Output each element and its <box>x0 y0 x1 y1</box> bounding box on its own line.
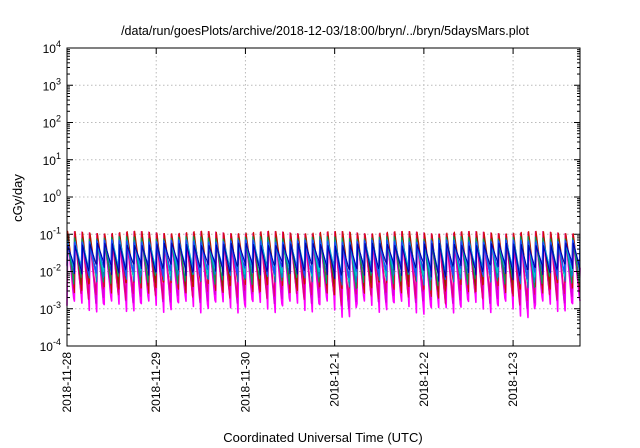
y-tick-label-exponent: -3 <box>53 300 61 310</box>
y-tick-label: 10-1 <box>40 225 61 242</box>
x-tick-labels: 2018-11-28 2018-11-29 2018-11-30 2018-12-1 2… <box>60 352 520 413</box>
y-tick-label-base: 10 <box>40 228 54 242</box>
y-tick-label-exponent: -4 <box>53 337 61 347</box>
y-tick-label-exponent: -1 <box>53 225 61 235</box>
y-tick-label-exponent: 4 <box>56 39 61 49</box>
y-tick-label: 101 <box>43 151 61 168</box>
x-axis-label: Coordinated Universal Time (UTC) <box>223 430 422 445</box>
x-tick-label: 2018-12-2 <box>417 352 431 407</box>
x-tick-label: 2018-12-1 <box>328 352 342 407</box>
y-tick-label-base: 10 <box>43 42 57 56</box>
x-tick-label: 2018-11-28 <box>60 352 74 413</box>
y-tick-label: 10-3 <box>40 300 61 317</box>
x-tick-label: 2018-11-30 <box>238 352 252 413</box>
y-tick-label: 104 <box>43 39 61 56</box>
y-tick-label-exponent: 0 <box>56 188 61 198</box>
y-tick-label-base: 10 <box>43 191 57 205</box>
y-axis-label: cGy/day <box>10 174 25 222</box>
y-tick-label-base: 10 <box>40 303 54 317</box>
y-tick-label: 102 <box>43 114 61 131</box>
y-tick-label-exponent: 3 <box>56 76 61 86</box>
y-tick-label: 10-4 <box>40 337 61 354</box>
ticks <box>66 47 580 347</box>
y-tick-label-base: 10 <box>43 79 57 93</box>
y-tick-label-exponent: 2 <box>56 114 61 124</box>
y-tick-label-exponent: 1 <box>56 151 61 161</box>
y-tick-label-base: 10 <box>40 340 54 354</box>
x-tick-label: 2018-11-29 <box>149 352 163 413</box>
y-tick-label: 10-2 <box>40 263 61 280</box>
y-tick-label-base: 10 <box>43 117 57 131</box>
x-tick-label: 2018-12-3 <box>506 352 520 407</box>
series-layer <box>66 230 581 319</box>
y-tick-label: 103 <box>43 76 61 93</box>
chart-title: /data/run/goesPlots/archive/2018-12-03/1… <box>121 24 529 38</box>
y-tick-label-exponent: -2 <box>53 263 61 273</box>
series-line <box>66 242 581 282</box>
y-tick-label: 100 <box>43 188 61 205</box>
y-tick-label-base: 10 <box>43 154 57 168</box>
y-tick-label-base: 10 <box>40 266 54 280</box>
